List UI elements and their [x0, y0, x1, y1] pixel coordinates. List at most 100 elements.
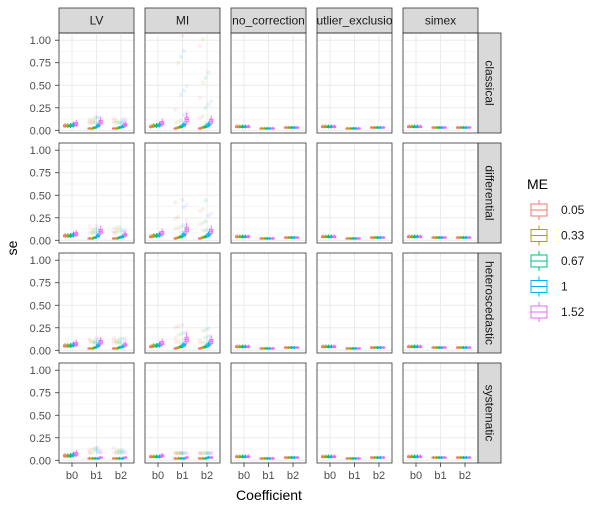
outlier-point	[206, 339, 211, 344]
outlier-point	[184, 202, 189, 207]
panel-border	[230, 252, 307, 354]
outlier-point	[112, 450, 116, 455]
box-b2-me-1.52	[381, 345, 386, 349]
column-strip-outlier_exclusion: outlier_exclusion	[316, 7, 393, 34]
y-tick-label: 0.75	[30, 58, 51, 70]
panel-classical-no_correction	[230, 32, 307, 134]
outlier-point	[200, 451, 205, 456]
outlier-point	[198, 451, 202, 456]
outlier-point	[95, 341, 100, 346]
outlier-point	[203, 340, 208, 345]
outlier-point	[87, 230, 92, 235]
outlier-point	[200, 207, 205, 212]
panel-border	[230, 142, 307, 244]
outlier-point	[206, 334, 211, 339]
outlier-point-max	[94, 223, 99, 228]
outlier-point	[114, 448, 119, 453]
box-b2-me-1	[206, 341, 211, 348]
outlier-point	[117, 340, 122, 345]
y-tick-label: 0.00	[30, 235, 51, 247]
box-b1-me-0.67	[93, 125, 98, 129]
outlier-point	[173, 120, 178, 125]
outlier-point	[184, 110, 189, 115]
y-tick-label: 0.25	[30, 213, 51, 225]
outlier-point	[209, 230, 214, 235]
outlier-point	[93, 446, 98, 451]
y-tick-label: 0.75	[30, 278, 51, 290]
box-b1-me-1.52	[184, 112, 189, 125]
box-b1-me-0.67	[93, 345, 98, 349]
outlier-point	[98, 341, 103, 346]
outlier-point	[203, 219, 208, 224]
panel-systematic-outlier_exclusion	[316, 362, 393, 464]
outlier-point	[198, 116, 202, 121]
box-b1-me-0.67	[93, 235, 98, 239]
outlier-point	[184, 229, 189, 234]
outlier-point	[93, 116, 98, 121]
outlier-point	[90, 339, 95, 344]
panel-systematic-no_correction	[230, 362, 307, 464]
panel-systematic-LV	[58, 362, 135, 464]
outlier-point	[198, 451, 202, 456]
y-axis-title: se	[4, 240, 20, 255]
outlier-point	[173, 226, 178, 231]
outlier-point	[87, 120, 92, 125]
outlier-point	[90, 340, 95, 345]
box-b0-me-1.52	[418, 234, 423, 239]
box-b2-me-1	[206, 121, 211, 128]
outlier-point	[206, 326, 211, 331]
panel-border	[144, 252, 221, 354]
outlier-point	[179, 451, 184, 456]
box-b0-me-1.52	[332, 234, 337, 239]
outlier-point	[87, 451, 92, 456]
panel-classical-outlier_exclusion	[316, 32, 393, 134]
outlier-point	[179, 451, 184, 456]
box-b1-me-1.52	[184, 222, 189, 235]
outlier-point	[120, 117, 125, 122]
box-b0-me-1.52	[332, 454, 337, 459]
box-b1-me-1.52	[98, 117, 103, 127]
panel-border	[144, 142, 221, 244]
outlier-point	[198, 209, 202, 214]
box-b0-me-1.52	[160, 118, 165, 127]
box-b0-me-1.52	[246, 454, 251, 459]
box-b1-me-0.67	[179, 124, 184, 129]
outlier-point	[209, 451, 214, 456]
outlier-point	[90, 119, 95, 124]
legend-label: 1	[561, 280, 568, 294]
box-b2-me-0.67	[203, 124, 208, 129]
outlier-point	[120, 336, 125, 341]
outlier-point	[203, 121, 208, 126]
box-b0-me-1.52	[160, 452, 165, 458]
outlier-point	[198, 451, 202, 456]
outlier-point	[117, 448, 122, 453]
outlier-point	[95, 337, 100, 342]
outlier-point	[179, 118, 184, 123]
outlier-point	[181, 451, 186, 456]
column-strip-MI: MI	[144, 7, 221, 34]
row-strip-systematic: systematic	[477, 362, 502, 464]
outlier-point	[209, 451, 214, 456]
outlier-point	[181, 205, 186, 210]
outlier-point	[173, 451, 178, 456]
box-b0-me-1.52	[160, 228, 165, 237]
legend-item-0.05: 0.05	[530, 200, 585, 220]
box-b1-me-1.52	[98, 337, 103, 347]
legend-item-0.33: 0.33	[530, 225, 585, 246]
x-tick-label: b0	[324, 470, 336, 482]
outlier-point	[117, 121, 122, 126]
outlier-point	[98, 229, 103, 234]
outlier-point	[176, 60, 181, 65]
outlier-point-max	[94, 114, 99, 119]
outlier-point	[114, 451, 119, 456]
y-tick-label: 1.00	[30, 35, 51, 47]
outlier-point	[93, 231, 98, 236]
box-b1-me-1.52	[356, 346, 361, 350]
x-tick-label: b1	[90, 470, 102, 482]
outlier-point	[200, 451, 205, 456]
outlier-point	[209, 451, 214, 456]
outlier-point-max	[180, 197, 185, 202]
x-tick-label: b0	[238, 470, 250, 482]
box-b2-me-0.05	[197, 346, 203, 350]
panel-differential-MI	[144, 142, 221, 244]
